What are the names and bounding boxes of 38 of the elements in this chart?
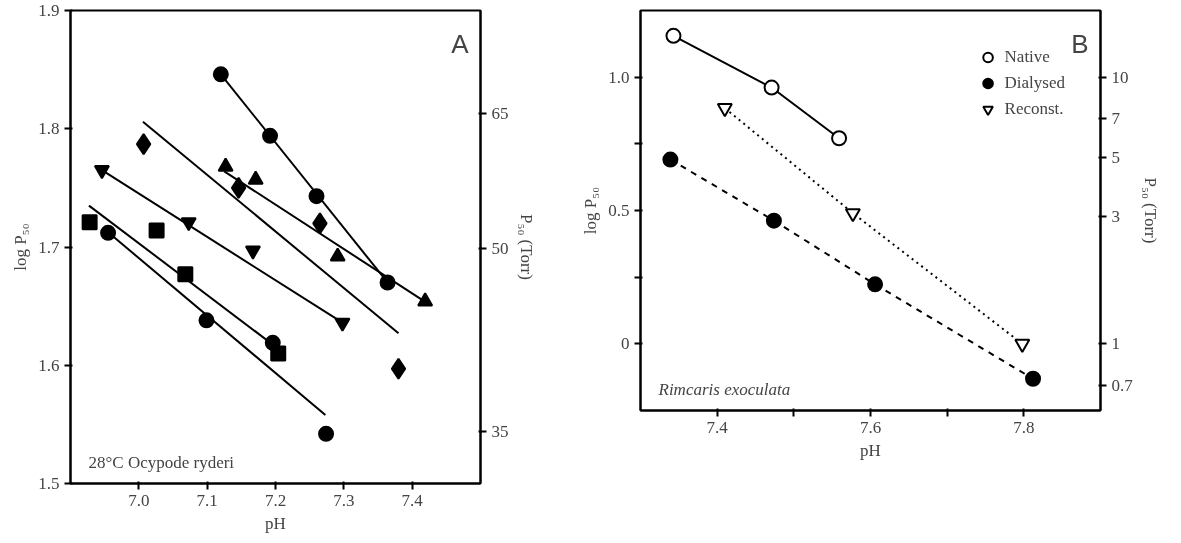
x-tick-label: 7.1: [196, 490, 218, 510]
x-axis-title: pH: [860, 440, 881, 460]
x-tick-label: 7.4: [401, 490, 424, 510]
y2-axis-title: P₅₀ (Torr): [516, 214, 536, 280]
annotation: 28°C Ocypode ryderi: [88, 452, 235, 472]
annotation: Rimcaris exoculata: [657, 379, 791, 399]
y2-axis-title: P₅₀ (Torr): [1140, 177, 1160, 244]
y2-tick-label: 1: [1111, 334, 1120, 354]
y-tick-label: 1.5: [38, 474, 60, 493]
y2-tick-label: 3: [1111, 207, 1120, 227]
y2-tick-label: 5: [1111, 147, 1120, 167]
x-tick-label: 7.4: [706, 417, 729, 437]
legend-label: Reconst.: [1004, 98, 1064, 120]
y-tick-label: 1.9: [38, 1, 60, 20]
y2-tick-label: 0.7: [1111, 375, 1134, 395]
x-tick-label: 7.8: [1013, 417, 1035, 437]
x-tick-label: 7.0: [128, 490, 150, 510]
y-tick-label: 1.7: [38, 237, 60, 257]
y-tick-label: 1.6: [38, 355, 60, 375]
annotation: A: [451, 28, 470, 59]
y2-tick-label: 50: [491, 238, 509, 258]
y2-tick-label: 7: [1111, 108, 1121, 128]
y-axis-title: log P₅₀: [581, 186, 601, 235]
legend-label: Native: [1004, 46, 1050, 68]
y2-tick-label: 10: [1111, 67, 1129, 87]
y-tick-label: 0: [621, 334, 630, 354]
y-tick-label: 1.8: [38, 119, 60, 139]
y2-tick-label: 65: [491, 103, 509, 123]
y-axis-title: log P₅₀: [11, 223, 31, 271]
x-tick-label: 7.2: [264, 490, 287, 510]
x-tick-label: 7.3: [333, 490, 355, 510]
legend-label: Dialysed: [1004, 72, 1065, 94]
annotation: B: [1071, 28, 1089, 59]
x-tick-label: 7.6: [859, 417, 882, 437]
y-tick-label: 0.5: [608, 201, 630, 220]
x-axis-title: pH: [265, 513, 286, 533]
y-tick-label: 1.0: [608, 67, 630, 87]
y2-tick-label: 35: [491, 421, 509, 441]
